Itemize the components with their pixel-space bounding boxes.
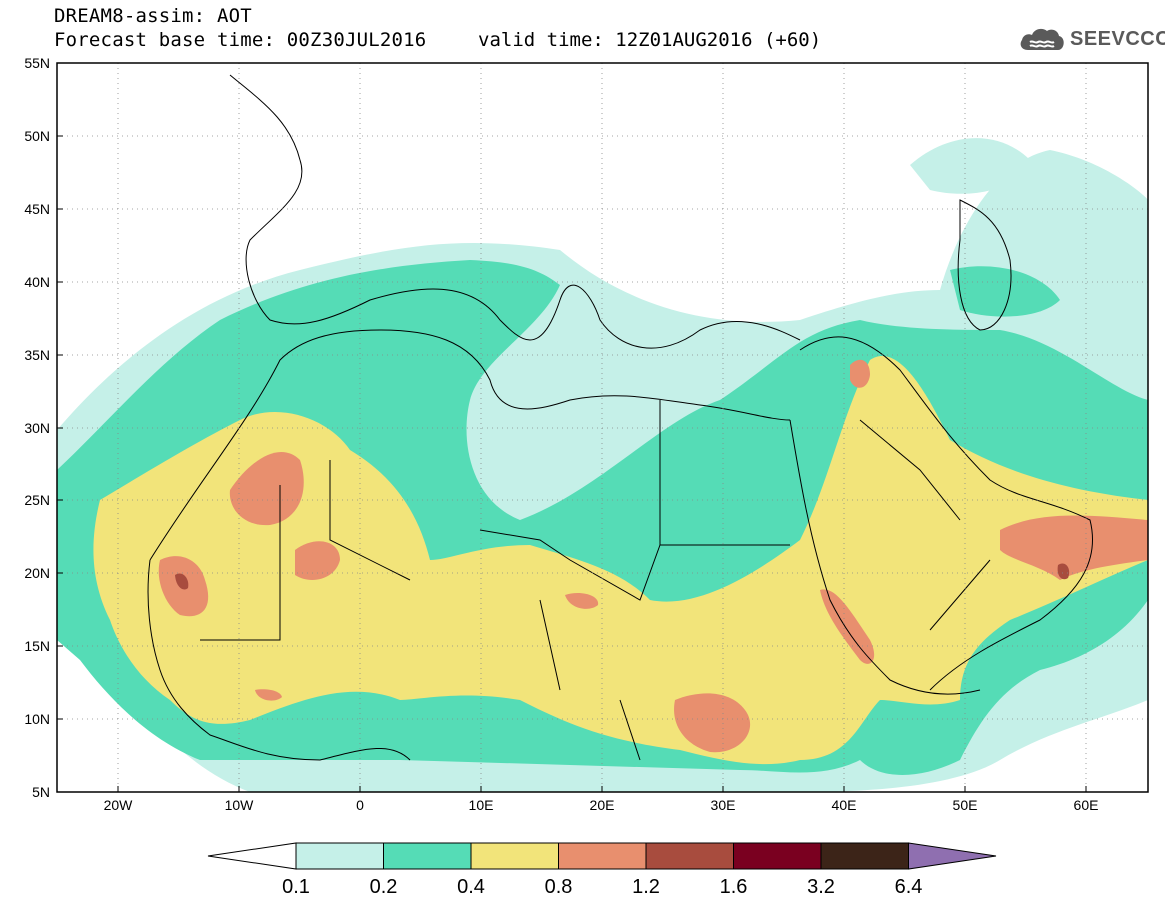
aot-band-1.2b [1057, 563, 1070, 580]
lon-label: 10E [469, 797, 494, 813]
coastlines [147, 74, 1094, 761]
lon-label: 20E [590, 797, 615, 813]
colorbar-label: 3.2 [807, 876, 835, 898]
lat-labels: 55N 50N 45N 40N 35N 30N 25N 20N 15N 10N … [24, 55, 50, 800]
colorbar-under [207, 842, 297, 870]
lon-label: 40E [832, 797, 857, 813]
coastline-arabia [799, 336, 1094, 691]
colorbar-label: 0.2 [370, 876, 398, 898]
lon-label: 10W [225, 797, 255, 813]
lon-label: 20W [104, 797, 134, 813]
lon-label: 30E [711, 797, 736, 813]
border-lines [200, 400, 991, 761]
aot-band-0.8c [295, 541, 340, 580]
seevccc-logo: SEEVCCC [1018, 22, 1165, 56]
aot-band-0.2b [950, 266, 1060, 317]
lat-label: 10N [24, 711, 50, 727]
colorbar-over [908, 842, 997, 870]
lon-label: 60E [1074, 797, 1099, 813]
colorbar-label: 6.4 [895, 876, 923, 898]
lat-label: 55N [24, 55, 50, 71]
lon-labels: 20W 10W 0 10E 20E 30E 40E 50E 60E [104, 797, 1099, 813]
coastline-europe [229, 74, 801, 349]
colorbar: 0.1 0.2 0.4 0.8 1.2 1.6 3.2 6.4 [207, 842, 997, 898]
cloud-icon [1020, 28, 1064, 50]
lat-label: 20N [24, 565, 50, 581]
forecast-base-time: Forecast base time: 00Z30JUL2016 [54, 29, 427, 51]
aot-band-0.8e [565, 593, 599, 609]
aot-band-0.4 [93, 356, 1148, 765]
colorbar-bin [558, 842, 647, 870]
coastline-caspian [957, 199, 1012, 331]
colorbar-label: 1.2 [632, 876, 660, 898]
aot-field [57, 138, 1148, 792]
lon-label: 50E [953, 797, 978, 813]
colorbar-label: 1.6 [720, 876, 748, 898]
lat-label: 45N [24, 201, 50, 217]
lon-label: 0 [356, 797, 364, 813]
lat-label: 30N [24, 420, 50, 436]
aot-band-0.8d [674, 693, 751, 753]
colorbar-label: 0.1 [282, 876, 310, 898]
lat-label: 25N [24, 492, 50, 508]
colorbar-bin [733, 842, 822, 870]
lat-label: 50N [24, 128, 50, 144]
logo-text: SEEVCCC [1070, 27, 1165, 50]
aot-band-0.1b [910, 138, 1030, 194]
aot-band-0.8f [850, 359, 870, 388]
valid-time: valid time: 12Z01AUG2016 (+60) [478, 29, 822, 51]
colorbar-label: 0.8 [545, 876, 573, 898]
colorbar-bin [820, 842, 909, 870]
tick-marks [57, 62, 1087, 792]
coastline-africa-west [147, 559, 411, 761]
lat-label: 40N [24, 274, 50, 290]
gridlines [57, 63, 1148, 792]
aot-band-0.8h [820, 589, 875, 664]
lat-label: 15N [24, 638, 50, 654]
colorbar-bin [470, 842, 559, 870]
aot-band-0.8g [1000, 515, 1148, 580]
aot-band-1.2 [175, 573, 189, 590]
colorbar-label: 0.4 [457, 876, 485, 898]
lat-label: 35N [24, 347, 50, 363]
colorbar-bin [383, 842, 472, 870]
lat-label: 5N [32, 784, 50, 800]
colorbar-bin [295, 842, 384, 870]
coastline-africa-north [149, 329, 791, 561]
coastline-red-sea [789, 419, 981, 695]
aot-band-0.8a [229, 451, 304, 526]
colorbar-bin [645, 842, 734, 870]
map-title: DREAM8-assim: AOT [54, 5, 252, 27]
aot-band-0.8i [255, 689, 282, 701]
